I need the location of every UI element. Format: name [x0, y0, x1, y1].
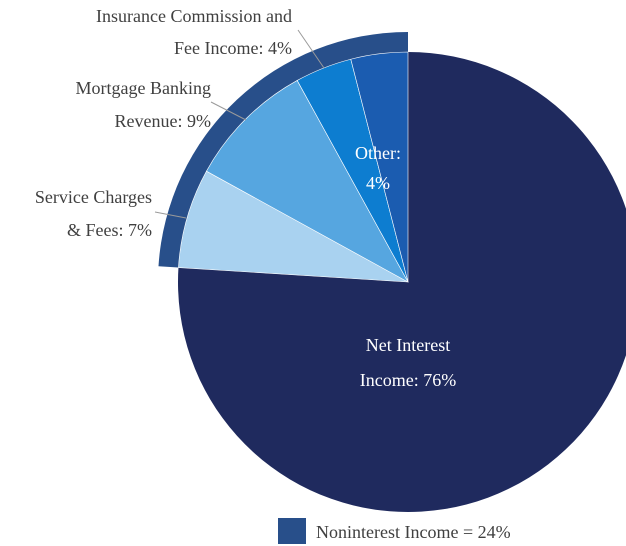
slice-label-0-line-0: Net Interest: [366, 335, 450, 355]
pie-slice-1: [178, 170, 409, 283]
slice-labels: Net Interest Income: 76% Service Charges & …: [35, 6, 456, 390]
leader-line-1: [154, 211, 187, 219]
slice-label-2-line-1: Revenue: 9%: [115, 111, 211, 131]
slice-label-1-line-1: & Fees: 7%: [67, 220, 152, 240]
slice-label-2-line-0: Mortgage Banking: [76, 78, 211, 98]
pie-slice-4: [350, 51, 409, 283]
slice-label-3-line-0: Insurance Commission and: [96, 6, 292, 26]
pie-slice-0: [178, 52, 626, 512]
slice-label-4-line-1: 4%: [366, 173, 390, 193]
leader-lines: [154, 29, 325, 219]
slice-label-0-line-1: Income: 76%: [360, 370, 456, 390]
leader-line-3: [297, 29, 325, 69]
legend-label: Noninterest Income = 24%: [316, 522, 511, 542]
slice-label-1-line-0: Service Charges: [35, 187, 152, 207]
slice-label-4-line-0: Other:: [355, 143, 401, 163]
leader-line-2: [210, 101, 247, 121]
pie-slices: [178, 51, 626, 512]
slice-label-3-line-1: Fee Income: 4%: [174, 38, 292, 58]
legend-swatch: [278, 518, 306, 544]
